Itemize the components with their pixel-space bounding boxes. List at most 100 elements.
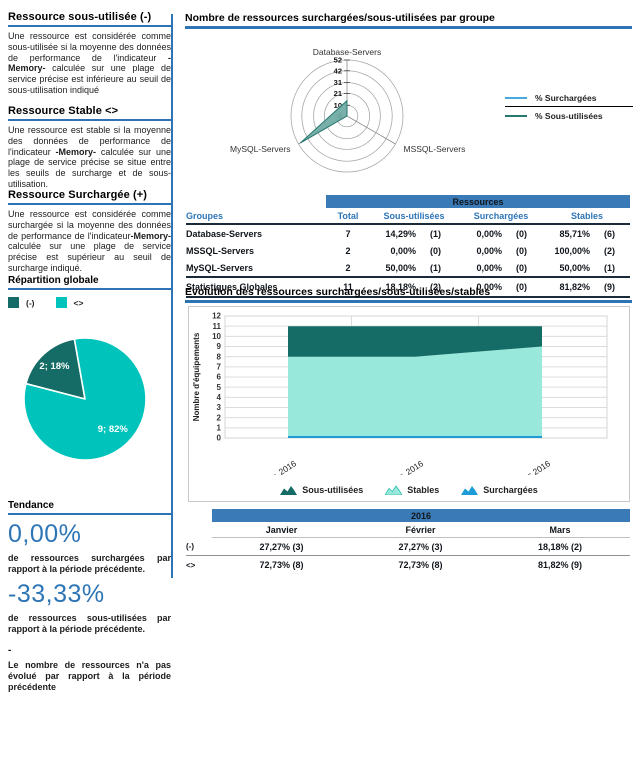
y-tick-label: 12 [212,312,221,321]
cell-group: Statistiques Globales [186,276,326,298]
col-surchargees: Surchargées [458,208,544,225]
definition-section-surchargee: Ressource Surchargée (+) Une ressource e… [8,189,171,274]
radar-tick-label: 52 [334,56,342,65]
cell-stable-pct: 50,00% [559,262,590,273]
cell-stable-pct: 100,00% [554,245,590,256]
radar-tick-label: 42 [334,66,342,75]
y-tick-label: 4 [217,393,222,402]
cell-total: 2 [345,262,351,273]
band-row: 2016 [186,509,631,522]
cell-value: 72,73% (8) [259,560,304,570]
y-tick-label: 11 [213,322,222,331]
area-legend-item: Sous-utilisées [280,485,363,495]
x-tick-label: mars 2016 [513,458,552,475]
cell-sous-count: (0) [430,245,441,256]
radar-series [300,99,348,144]
y-tick-label: 7 [217,362,222,371]
legend-line-sous-utilisees [505,114,527,117]
y-tick-label: 9 [217,342,222,351]
resources-table: Ressources Groupes Total Sous-utilisées … [186,195,631,298]
header-row: Janvier Février Mars [186,522,631,538]
evolution-chart-box: 0 1 2 3 4 5 6 7 8 9 10 11 12 janv. 2016 févr. 2016 mars… [188,306,630,502]
table-row: <> 72,73% (8) 72,73% (8) 81,82% (9) [186,556,630,575]
vertical-divider [171,14,173,578]
cell-total: 7 [345,228,351,239]
repartition-section: Répartition globale (-) <> [8,275,171,308]
cell-sur-pct: 0,00% [476,228,502,239]
area-legend-label: Sous-utilisées [302,485,364,495]
section-body: Une ressource est stable si la moyenne d… [8,125,171,189]
radar-axis-label: MySQL-Servers [230,144,290,154]
cell-value: 27,27% (3) [351,537,490,556]
pie-slice-label: 9; 82% [98,424,129,435]
cell-total: 2 [345,245,351,256]
col-sous-utilisees: Sous-utilisées [370,208,458,225]
radar-axis [346,115,396,145]
area-legend-icon [280,486,298,495]
cell-sous-pct: 50,00% [385,262,416,273]
cell-sous-pct: 18,18% [370,276,424,298]
evolution-title: Evolution des ressources surchargées/sou… [185,286,491,298]
months-table: 2016 Janvier Février Mars (-) 27,27% (3) 27,2… [186,509,631,575]
title-underline [185,300,632,303]
cell-value: 18,18% (2) [490,537,631,556]
area-legend-label: Stables [407,485,440,495]
table-row: Statistiques Globales 11 18,18% (2) 0,00… [186,276,631,298]
section-title: Ressource sous-utilisée (-) [8,11,152,23]
groups-radar-chart: 01021314252Database-ServersMSSQL-Servers… [230,47,465,173]
title-underline [8,203,171,205]
trend-dash: - [8,645,12,656]
title-underline [8,25,171,27]
cell-sous-count: (1) [430,262,441,273]
area-legend-icon [385,485,403,495]
repartition-pie-chart: 2; 18% 9; 82% [23,337,147,461]
resources-band: Ressources [326,195,631,208]
cell-sur-count: (0) [516,245,527,256]
cell-sur-count: (0) [510,276,544,298]
trend-desc-sous-utilisees: de ressources sous-utilisées par rapport… [8,613,171,634]
evolution-section-header: Evolution des ressources surchargées/sou… [185,286,632,303]
legend-swatch-sous-utilisee [8,297,19,308]
col-month: Mars [490,522,631,538]
cell-sous-pct: 0,00% [390,245,416,256]
pie-slice [25,338,86,400]
cell-group: MySQL-Servers [186,262,254,273]
trend-value-sous-utilisees: -33,33% [8,580,105,608]
y-axis-title: Nombre d'équipements [192,332,201,421]
row-label: <> [186,560,196,570]
col-month: Février [351,522,490,538]
band-row: Ressources [186,195,631,208]
cell-sous-pct: 14,29% [385,228,416,239]
section-body: Une ressource est considérée comme surch… [8,209,171,273]
cell-stable-count: (1) [604,262,615,273]
tendance-title: Tendance [8,500,54,511]
legend-divider [505,106,633,107]
y-tick-label: 10 [212,332,221,341]
area-series-stables [288,346,542,438]
cell-sur-count: (0) [516,228,527,239]
cell-sur-pct: 0,00% [458,276,510,298]
area-legend-item: Stables [385,485,439,495]
col-groupes: Groupes [186,208,326,225]
resources-table-container: Ressources Groupes Total Sous-utilisées … [186,195,631,298]
radar-axis-label: Database-Servers [313,47,382,57]
cell-value: 27,27% (3) [212,537,351,556]
radar-tick-label: 10 [334,101,342,110]
header-row: Groupes Total Sous-utilisées Surchargées… [186,208,631,225]
area-legend-item: Surchargées [461,485,538,495]
section-body: Une ressource est considérée comme sous-… [8,31,171,95]
cell-stable-pct: 85,71% [559,228,590,239]
trend-note: Le nombre de ressources n'a pas évolué p… [8,660,171,692]
col-stables: Stables [544,208,631,225]
y-tick-label: 0 [217,434,222,443]
legend-label: <> [73,297,84,308]
y-tick-label: 1 [217,423,222,432]
definition-section-stable: Ressource Stable <> Une ressource est st… [8,105,171,190]
trend-value-surchargees: 0,00% [8,520,82,548]
table-row: MySQL-Servers 2 50,00% (1) 0,00% (0) 50,… [186,259,630,277]
cell-sous-count: (1) [430,228,441,239]
y-tick-label: 3 [217,403,222,412]
pie-slice [23,337,147,461]
area-chart-legend: Sous-utilisées Stables Surchargées [189,478,629,502]
